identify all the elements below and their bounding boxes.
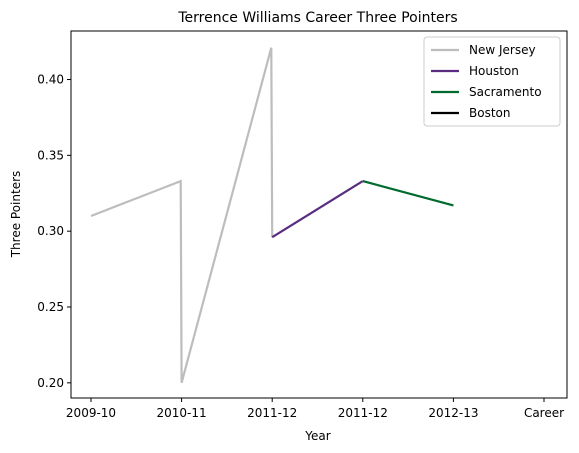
x-axis-ticks: 2009-10 2010-11 2011-12 2011-12 2012-13 Caree… — [66, 398, 564, 420]
y-axis-label: Three Pointers — [9, 171, 23, 259]
x-tick-label: 2010-11 — [157, 406, 207, 420]
series-lines — [90, 47, 454, 384]
legend-label: New Jersey — [469, 43, 536, 57]
x-tick-label: Career — [524, 406, 564, 420]
legend-label: Houston — [469, 64, 519, 78]
series-line-sacramento — [362, 180, 454, 207]
y-tick-label: 0.30 — [37, 224, 64, 238]
legend-box — [423, 36, 561, 127]
series-line-new-jersey — [90, 47, 274, 384]
legend: New Jersey Houston Sacramento Boston — [423, 36, 561, 127]
legend-label: Sacramento — [469, 85, 542, 99]
y-tick-label: 0.20 — [37, 376, 64, 390]
x-tick-label: 2012-13 — [428, 406, 478, 420]
y-axis-ticks: 0.20 0.25 0.30 0.35 0.40 — [37, 73, 71, 390]
series-line-houston — [271, 180, 364, 239]
y-tick-label: 0.40 — [37, 73, 64, 87]
y-tick-label: 0.25 — [37, 300, 64, 314]
x-tick-label: 2009-10 — [66, 406, 116, 420]
y-tick-label: 0.35 — [37, 148, 64, 162]
legend-label: Boston — [469, 106, 510, 120]
plot-area-frame — [70, 30, 568, 399]
x-tick-label: 2011-12 — [247, 406, 297, 420]
x-axis-label: Year — [304, 429, 330, 443]
x-tick-label: 2011-12 — [338, 406, 388, 420]
chart-title: Terrence Williams Career Three Pointers — [177, 10, 457, 26]
